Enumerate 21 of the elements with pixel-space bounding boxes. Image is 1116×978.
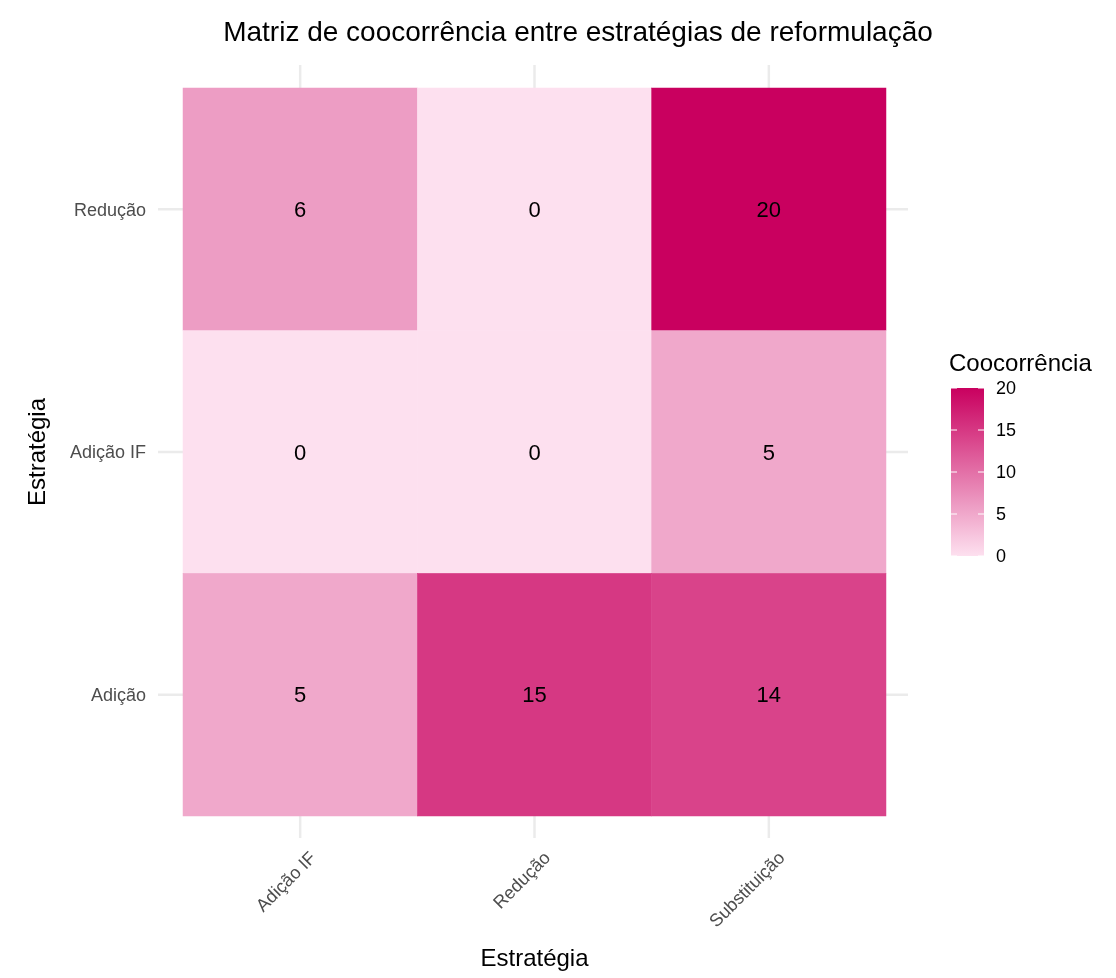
color-bar-label: 0 xyxy=(996,546,1007,567)
y-tick-label: Redução xyxy=(73,199,146,220)
data-label: 0 xyxy=(528,197,541,223)
data-label: 20 xyxy=(756,197,782,223)
color-bar-label: 5 xyxy=(996,504,1007,525)
color-bar-label: 15 xyxy=(996,420,1017,441)
data-label: 0 xyxy=(294,439,307,465)
y-tick-label: Adição xyxy=(90,684,146,705)
data-label: 5 xyxy=(762,439,775,465)
color-bar-label: 10 xyxy=(996,462,1017,483)
data-label: 5 xyxy=(294,682,307,708)
data-label: 15 xyxy=(522,682,547,708)
chart-title: Matriz de coocorrência entre estratégias de reformulação xyxy=(223,16,933,47)
y-tick-label: Adição IF xyxy=(69,442,146,463)
x-axis-title: Estratégia xyxy=(480,944,590,971)
data-label: 14 xyxy=(756,682,782,708)
data-label: 6 xyxy=(294,197,307,223)
y-axis-title: Estratégia xyxy=(23,397,50,507)
color-bar-label: 20 xyxy=(996,378,1017,399)
color-bar-title: Coocorrência xyxy=(949,349,1093,376)
data-label: 0 xyxy=(528,439,541,465)
